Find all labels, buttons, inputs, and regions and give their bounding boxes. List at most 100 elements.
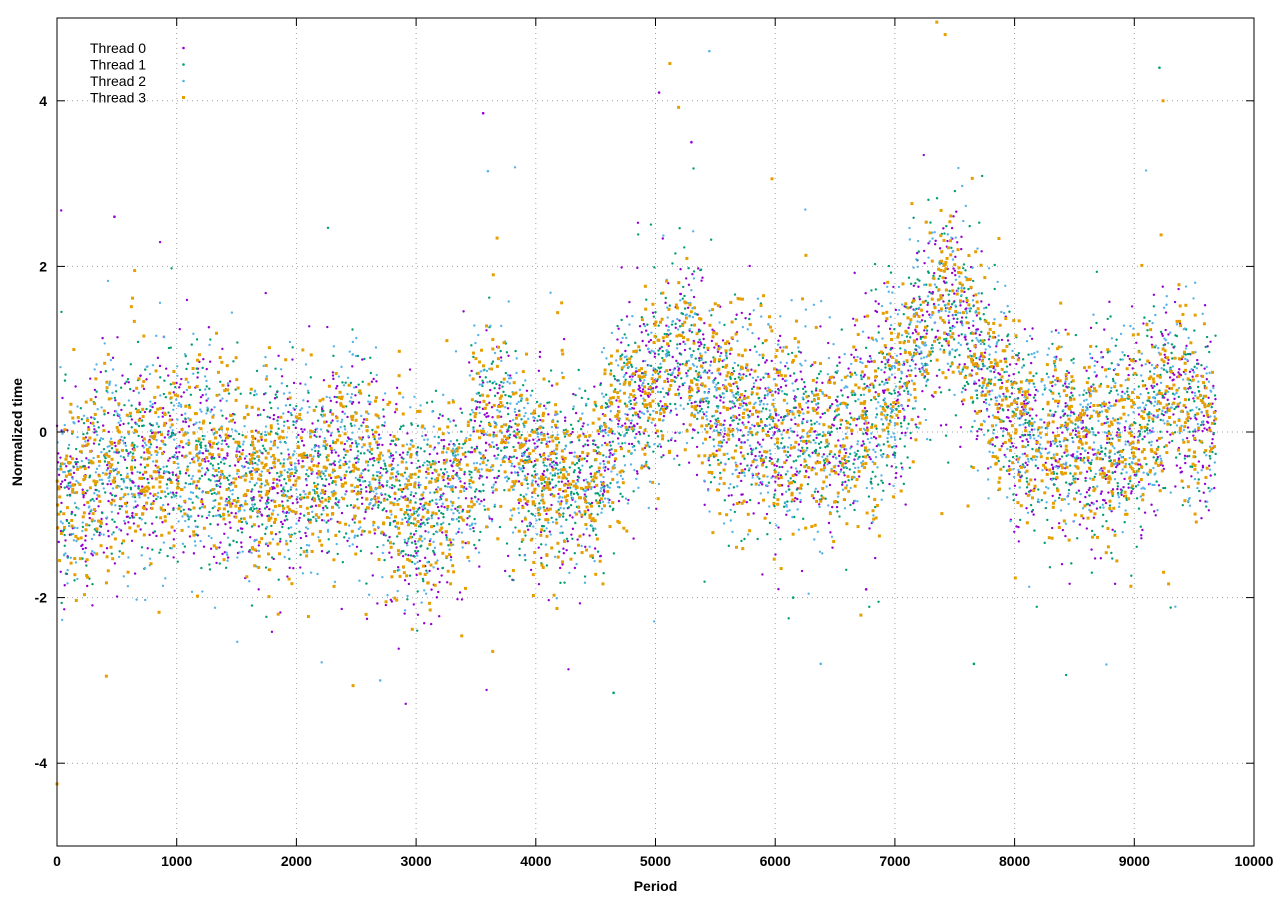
data-point [1049,409,1051,411]
data-point [653,266,655,268]
data-point [1213,432,1215,434]
data-point [1206,429,1208,431]
data-point [873,436,875,438]
data-point [743,538,745,540]
data-point [492,360,494,362]
data-point [719,412,721,414]
data-point [722,436,724,438]
data-point [1146,335,1148,337]
data-point [923,154,925,156]
data-point [989,370,991,372]
data-point [141,546,143,548]
data-point [1122,486,1124,488]
data-point [546,564,548,566]
data-point [442,567,444,569]
data-point [951,303,953,305]
data-point [88,466,90,468]
data-point [476,447,478,449]
data-point [119,424,121,426]
data-point [1136,497,1138,499]
data-point [466,523,468,525]
data-point [381,484,383,486]
data-point [831,546,833,548]
data-point [124,459,126,461]
data-point [209,568,211,570]
data-point [925,300,927,302]
data-point [951,283,953,285]
data-point [889,328,891,330]
data-point [522,384,524,386]
data-point [169,415,171,417]
data-point [1091,427,1093,429]
data-point [982,384,984,386]
data-point [1033,396,1035,398]
data-point [472,426,474,428]
data-point [372,464,374,466]
data-point [395,475,397,477]
data-point [100,371,102,373]
data-point [1134,422,1136,424]
data-point [150,443,152,445]
data-point [400,425,402,427]
data-point [632,537,634,539]
data-point [329,409,331,411]
data-point [875,428,877,430]
data-point [1086,527,1088,529]
data-point [284,519,286,521]
data-point [407,451,409,453]
data-point [682,423,684,425]
data-point [967,288,969,290]
data-point [1207,397,1209,399]
data-point [815,437,817,439]
data-point [1158,484,1160,486]
data-point [215,562,217,564]
data-point [275,432,277,434]
data-point [1096,500,1098,502]
data-point [703,580,705,582]
data-point [68,522,70,524]
data-point [637,233,639,235]
data-point [270,407,272,409]
data-point [371,381,373,383]
data-point [1108,301,1110,303]
data-point [1019,519,1021,521]
data-point [177,480,179,482]
data-point [976,314,978,316]
data-point [980,368,982,370]
data-point [726,441,728,443]
data-point [582,422,584,424]
data-point [521,520,523,522]
data-point [1140,537,1142,539]
data-point [945,225,947,227]
data-point [315,436,317,438]
data-point [229,489,231,491]
data-point [1100,493,1102,495]
data-point [1130,492,1132,494]
data-point [636,267,638,269]
data-points [56,21,1218,786]
data-point [381,444,383,446]
data-point [610,448,612,450]
data-point [1139,424,1141,426]
data-point [762,439,764,441]
data-point [1005,358,1007,360]
data-point [471,446,473,448]
data-point [697,431,699,433]
data-point [344,443,346,445]
data-point [131,426,133,428]
data-point [674,252,676,254]
data-point [746,464,748,466]
data-point [794,400,796,402]
data-point [738,376,740,378]
data-point [565,549,567,551]
data-point [597,446,599,448]
data-point [197,440,199,442]
data-point [289,404,291,406]
data-point [877,325,879,327]
data-point [479,490,481,492]
data-point [1035,372,1037,374]
data-point [476,401,478,403]
data-point [74,385,76,387]
data-point [297,434,299,436]
data-point [732,383,734,385]
